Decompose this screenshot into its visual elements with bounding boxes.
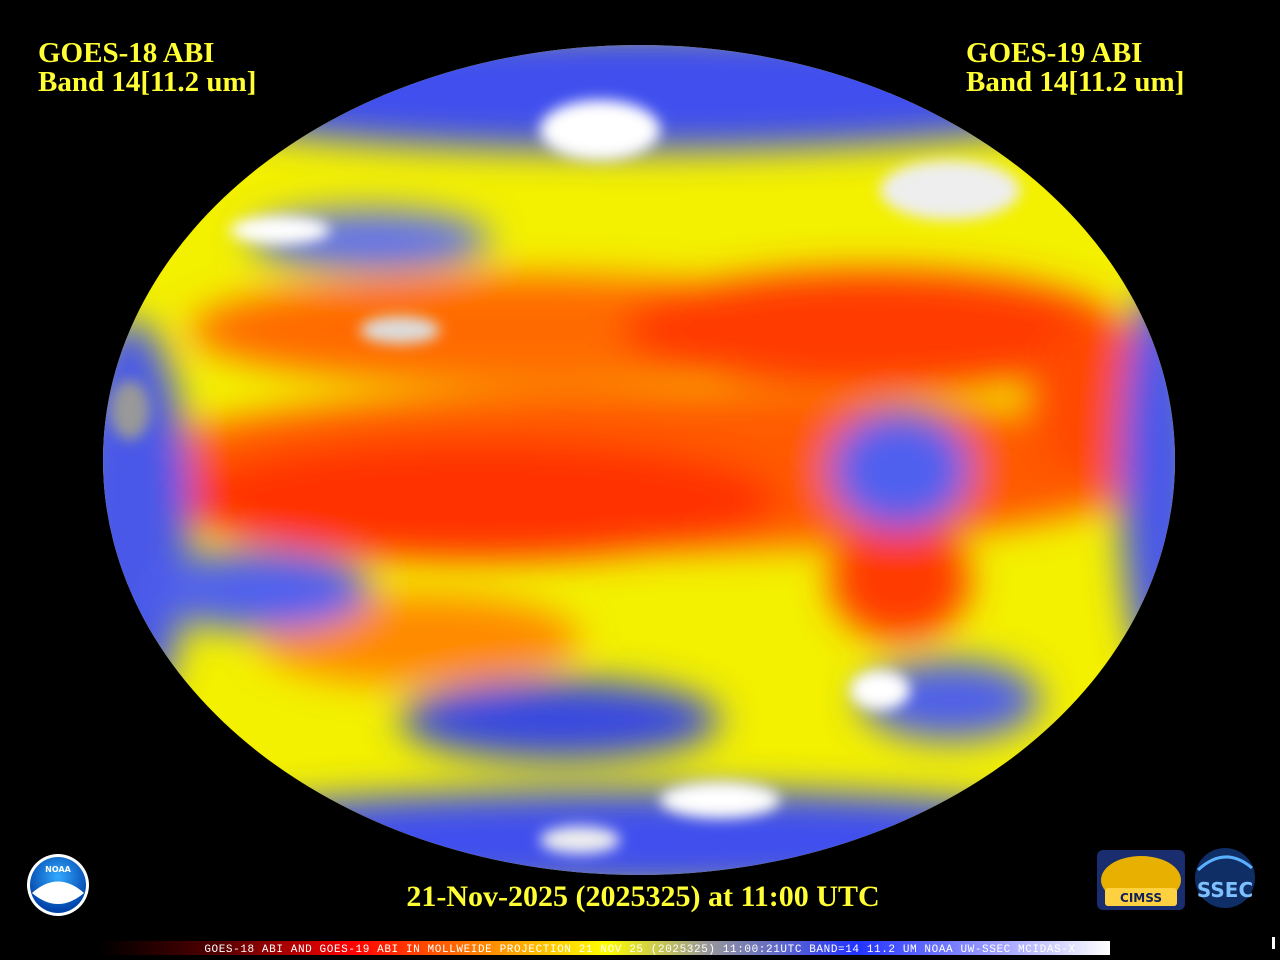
cimss-text: CIMSS — [1120, 891, 1162, 905]
ssec-logo: SSEC — [1195, 848, 1255, 908]
left-title: GOES-18 ABI — [38, 37, 214, 69]
left-band: Band 14[11.2 um] — [38, 66, 256, 98]
color-bar — [100, 941, 1110, 955]
noaa-text: NOAA — [45, 865, 71, 874]
ssec-text: SSEC — [1197, 878, 1253, 902]
right-band: Band 14[11.2 um] — [966, 66, 1184, 98]
timestamp: 21-Nov-2025 (2025325) at 11:00 UTC — [406, 880, 879, 913]
noaa-logo: NOAA — [27, 854, 89, 916]
cloud-tops — [110, 100, 1020, 854]
cursor-mark — [1272, 937, 1275, 949]
right-title: GOES-19 ABI — [966, 37, 1142, 69]
caption: GOES-18 ABI AND GOES-19 ABI IN MOLLWEIDE… — [204, 944, 1075, 956]
globe — [103, 45, 1175, 875]
cimss-logo: CIMSS — [1097, 850, 1185, 910]
